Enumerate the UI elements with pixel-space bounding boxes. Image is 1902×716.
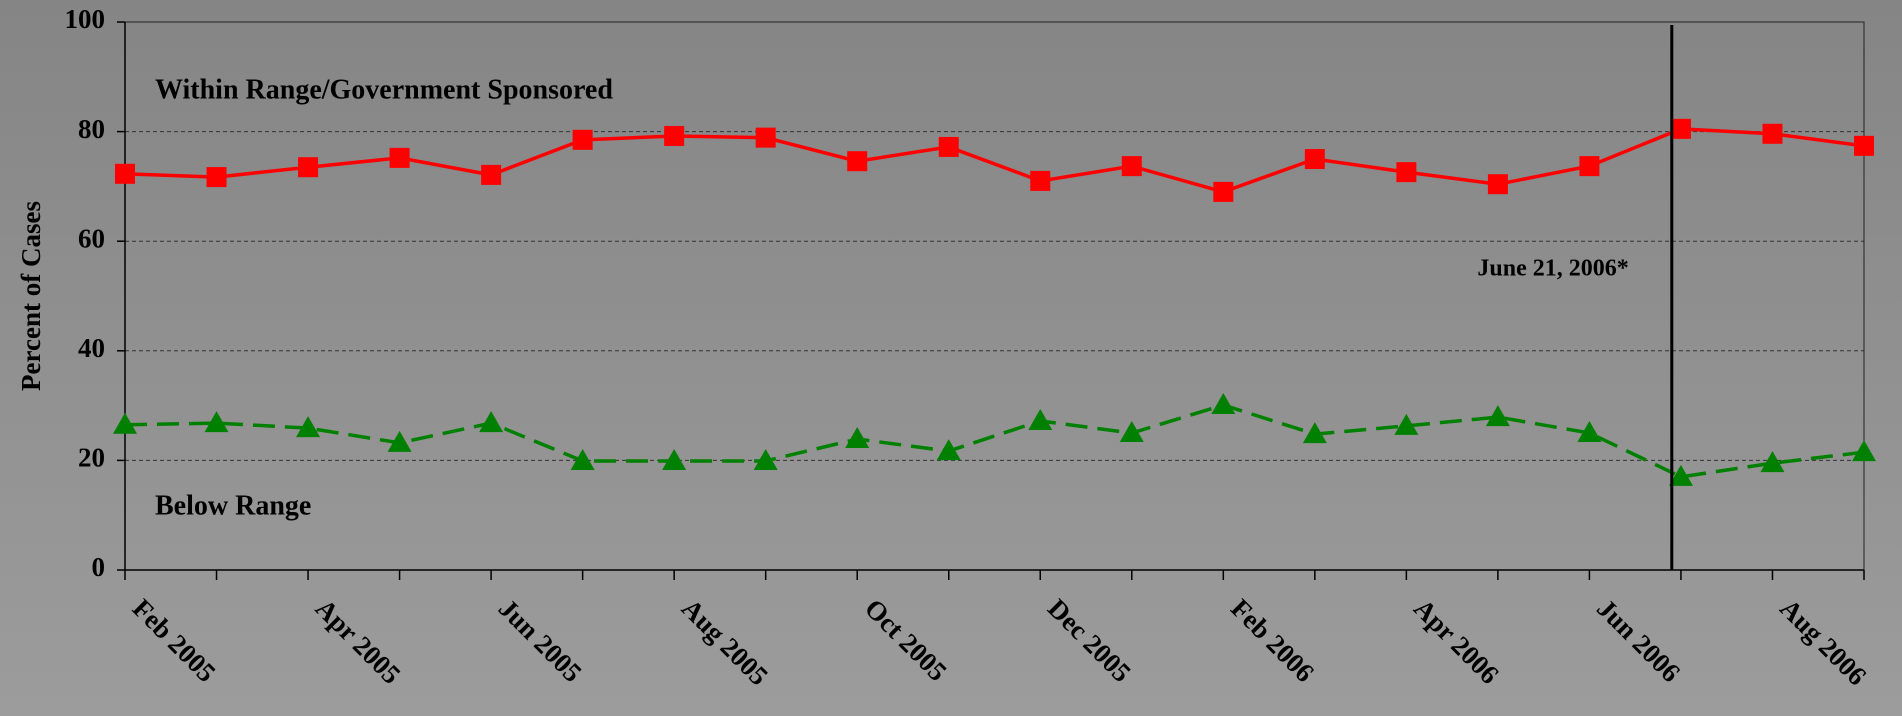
marker [1760,451,1785,473]
series-label: Within Range/Government Sponsored [155,74,613,105]
marker [296,416,321,438]
marker [1028,408,1053,430]
marker [572,129,593,150]
marker [1579,156,1600,177]
marker [389,147,410,168]
marker [1030,170,1051,191]
y-tick-label: 0 [92,552,106,582]
marker [662,448,687,470]
marker [938,136,959,157]
y-tick-label: 80 [78,114,105,144]
annotation-label: June 21, 2006* [1477,256,1628,282]
marker [1304,149,1325,169]
marker [1852,440,1876,462]
y-tick-label: 100 [65,4,106,34]
marker [1121,156,1142,177]
marker [206,167,227,188]
marker [481,164,502,185]
marker [387,430,412,452]
marker [847,151,868,172]
marker [1119,421,1144,442]
y-tick-label: 20 [78,443,105,473]
marker [113,412,137,434]
marker [664,125,685,146]
marker [1854,135,1874,156]
marker [479,411,504,433]
marker [1213,181,1234,202]
marker [1670,118,1691,139]
y-axis-label: Percent of Cases [16,201,46,391]
y-tick-label: 60 [78,223,105,253]
marker [1302,422,1327,444]
marker [1211,393,1236,415]
marker [298,157,319,178]
marker [845,427,870,449]
marker [1762,123,1783,144]
marker [1485,405,1510,427]
marker [1487,174,1508,195]
marker [1394,413,1419,435]
marker [1396,162,1417,183]
marker [570,448,595,470]
y-tick-label: 40 [78,333,105,363]
marker [1577,421,1602,442]
series-line [124,403,1865,479]
marker [936,439,961,461]
marker [753,448,778,470]
marker [115,163,135,184]
marker [204,411,229,433]
marker [755,127,776,148]
series-line [124,127,1865,194]
series-label: Below Range [155,490,311,521]
marker [1668,464,1693,486]
